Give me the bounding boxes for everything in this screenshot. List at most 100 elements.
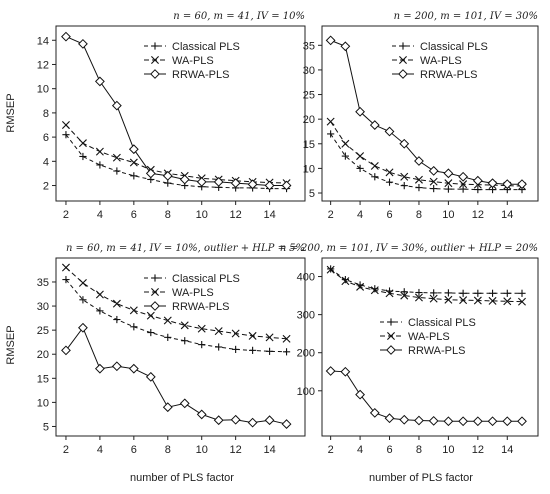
panel-3-series-2-point-9-d2 [197,324,206,333]
panel-3-series-2-point-11-d2 [231,329,240,338]
panel-3-series-1-point-6 [147,328,155,337]
panel-3-series-1-point-10 [215,343,223,351]
panel-4-series-2-point-6-d2 [400,291,409,300]
panel-2-series-3-point-6 [399,138,410,149]
panel-2-series-2-point-3-d2 [356,152,365,161]
panel-2-title: n = 200, m = 101, IV = 30% [394,11,538,22]
panel-4-series-2-point-9 [444,295,453,304]
panel-4-series-1-point-6 [400,288,408,296]
panel-1-xtick-label-3: 8 [165,209,171,221]
panel-2-series-1-point-1 [327,130,335,138]
panel-4-series-1-point-7 [415,288,423,297]
panel-4-xtick-label-6: 14 [501,444,513,456]
panel-3-series-3-point-7-shape [162,402,173,413]
panel-4-series-2-point-7 [414,293,423,302]
panel-3-series-1-point-12 [249,346,257,354]
panel-1-series-3-point-13-shape [264,180,275,191]
panel-2-series-1-point-3 [356,164,364,172]
panel-4-series-3-point-4-shape [369,407,380,418]
panel-2-series-2-point-4 [370,161,379,170]
panel-4-series-3-point-5 [384,413,395,424]
panel-4-series-2-point-13-d2 [503,297,512,306]
panel-2-series-3-point-2 [340,41,351,52]
panel-3-series-2-point-14 [282,334,291,343]
panel-4-series-2-point-4 [370,286,379,295]
panel-2-series-2-point-2 [341,139,350,148]
panel-1-series-2-point-1-d2 [61,121,70,129]
panel-3-legend-label-1: Classical PLS [172,273,240,285]
panel-3-series-2-point-4 [112,299,121,308]
panel-2-legend-marker-2-d2 [399,56,407,64]
panel-2-series-3-point-10-shape [458,171,469,182]
panel-2-series-1-point-11 [474,185,482,194]
panel-1-series-3-point-11-shape [230,178,241,189]
panel-1-series-2-point-5-d2 [129,158,138,167]
panel-3-ytick-label-4: 25 [37,325,49,337]
panel-4-series-2-point-9-d2 [444,295,453,304]
panel-3-series-2-point-3 [95,290,104,299]
panel-3-series-3-point-2 [78,322,88,333]
panel-2-ytick-label-6: 35 [303,40,315,52]
x-axis-label-right: number of PLS factor [369,472,473,484]
panel-4-series-2-point-12 [488,296,497,305]
panel-2-series-1-point-9 [444,185,452,193]
panel-2-ytick-label-5: 30 [303,65,315,77]
panel-3-series-3-point-9 [196,409,207,420]
panel-1-series-3-point-7 [162,170,173,181]
panel-3-xtick-label-4: 10 [196,444,208,456]
panel-4-series-3-point-6-shape [399,414,410,425]
panel-1-ytick-label-2: 6 [43,132,49,144]
panel-1-series-3-point-12 [247,179,258,190]
panel-4-series-3-point-2 [340,366,351,377]
panel-4-series-3-point-10 [458,416,469,427]
panel-4-series-3-point-12 [487,416,498,427]
panel-4-series-1-point-9 [444,289,452,297]
panel-1-series-1-point-4 [113,167,121,175]
panel-4-series-1-point-11 [474,289,482,297]
panel-3-series-1-point-1 [62,275,70,284]
panel-3-series-3-point-5-shape [128,363,139,374]
panel-4-series-3-point-9 [443,416,454,427]
panel-2-series-1-point-5 [385,178,394,186]
panel-4-series-3-point-7 [414,415,424,426]
panel-1-frame [55,25,306,202]
panel-3-ytick-label-2: 15 [37,373,49,385]
panel-2-series-2-point-9-d2 [444,179,453,188]
panel-3-series-1-point-7 [164,333,172,341]
panel-3-series-2-point-2 [78,278,87,287]
panel-3-series-2-point-10-d2 [214,327,223,336]
panel-3-series-2-point-10 [214,327,223,336]
panel-1-xtick-label-2: 6 [131,209,137,221]
panel-3-ytick-label-3: 20 [37,349,49,361]
panel-4-series-2-point-4-d2 [370,286,379,295]
panel-3-series-3-point-3-shape [94,363,105,374]
panel-2-series-2-point-4-d2 [370,161,379,170]
panel-4-series-3-point-12-shape [487,416,498,427]
panel-2-series-1-line [330,133,522,191]
panel-4-series-3-point-11 [472,416,483,427]
panel-3-series-1-point-2 [79,296,87,304]
panel-2-series-2-point-1 [326,117,335,126]
panel-3-xtick-label-2: 6 [131,444,137,456]
panel-3-series-3-point-4 [111,361,122,372]
panel-2-series-2-point-3 [356,152,365,161]
panel-4-series-3-point-7-shape [414,415,424,426]
panel-4-series-1-point-13 [503,289,511,297]
panel-1-series-3-point-2-shape [78,38,88,49]
panel-3-ytick-label-5: 30 [37,301,49,313]
panel-4-series-2-point-2-d2 [341,277,350,286]
panel-4-xtick-label-5: 12 [472,444,484,456]
panel-4-series-3-point-9-shape [443,416,454,427]
panel-2-series-3-point-5-shape [384,126,395,137]
panel-3-ytick-label-0: 5 [43,421,49,433]
panel-3-series-3-point-3 [94,363,105,374]
panel-1-series-2-point-5 [129,158,138,167]
panel-3-title: n = 60, m = 41, IV = 10%, outlier + HLP … [66,243,305,254]
panel-4-series-3-point-13-shape [502,416,513,427]
panel-2-series-2-point-7 [414,175,423,184]
panel-2-xtick-label-4: 10 [442,209,454,221]
panel-2-series-3-point-11-shape [472,175,483,186]
panel-3-series-1-point-8 [181,337,189,345]
panel-1-series-3-point-6 [145,168,156,179]
panel-2-xtick-label-2: 6 [386,209,392,221]
